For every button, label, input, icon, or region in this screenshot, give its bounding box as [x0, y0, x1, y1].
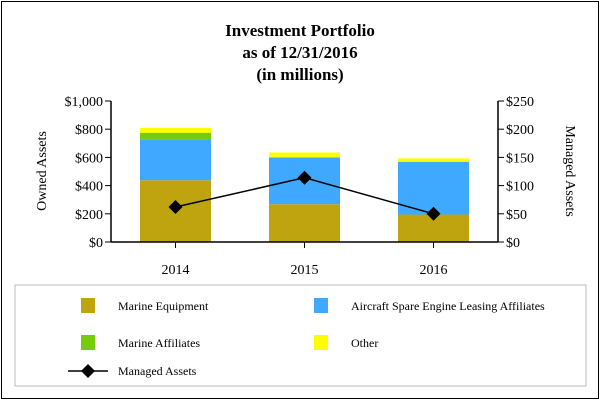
- left-tick-label: $200: [75, 208, 103, 223]
- bar-aircraft-spare-engine-leasing-affiliates-2016: [398, 161, 469, 215]
- chart-title-line: Investment Portfolio: [225, 21, 375, 40]
- chart-title-line: as of 12/31/2016: [242, 43, 357, 62]
- legend-label: Other: [351, 336, 378, 350]
- bar-aircraft-spare-engine-leasing-affiliates-2014: [140, 139, 211, 181]
- right-tick-label: $200: [506, 123, 534, 138]
- x-tick-label: 2015: [291, 263, 319, 278]
- legend-box: [14, 284, 587, 387]
- bar-other-2015: [269, 152, 340, 158]
- right-tick-label: $150: [506, 151, 534, 166]
- managed-assets-marker-2014: [168, 200, 183, 215]
- bar-marine-equipment-2015: [269, 204, 340, 242]
- bar-other-2014: [140, 127, 211, 133]
- bar-other-2016: [398, 158, 469, 162]
- right-tick-label: $100: [506, 180, 534, 195]
- x-tick-label: 2016: [420, 263, 448, 278]
- left-tick-label: $1,000: [65, 95, 104, 110]
- right-tick-label: $50: [506, 208, 527, 223]
- legend-label: Marine Equipment: [118, 299, 209, 313]
- legend-label: Managed Assets: [118, 364, 197, 378]
- bar-marine-affiliates-2014: [140, 132, 211, 140]
- managed-assets-marker-2015: [297, 170, 312, 185]
- x-tick-label: 2014: [162, 263, 190, 278]
- legend-swatch-marine-affiliates: [81, 335, 95, 350]
- left-tick-label: $400: [75, 180, 103, 195]
- left-tick-label: $800: [75, 123, 103, 138]
- managed-assets-marker-2016: [426, 206, 441, 221]
- legend-swatch-aircraft-spare-engine-leasing-affiliates: [314, 298, 328, 313]
- left-axis-title: Owned Assets: [35, 131, 50, 211]
- right-tick-label: $0: [506, 236, 520, 251]
- chart-title-line: (in millions): [256, 65, 343, 84]
- left-tick-label: $0: [89, 236, 103, 251]
- legend-swatch-marine-equipment: [81, 298, 95, 313]
- legend-swatch-other: [314, 335, 328, 350]
- legend-label: Marine Affiliates: [118, 336, 200, 350]
- right-axis-title: Managed Assets: [562, 125, 577, 216]
- legend-marker-diamond: [81, 364, 95, 378]
- left-tick-label: $600: [75, 151, 103, 166]
- right-tick-label: $250: [506, 95, 534, 110]
- legend-label: Aircraft Spare Engine Leasing Affiliates: [351, 299, 545, 313]
